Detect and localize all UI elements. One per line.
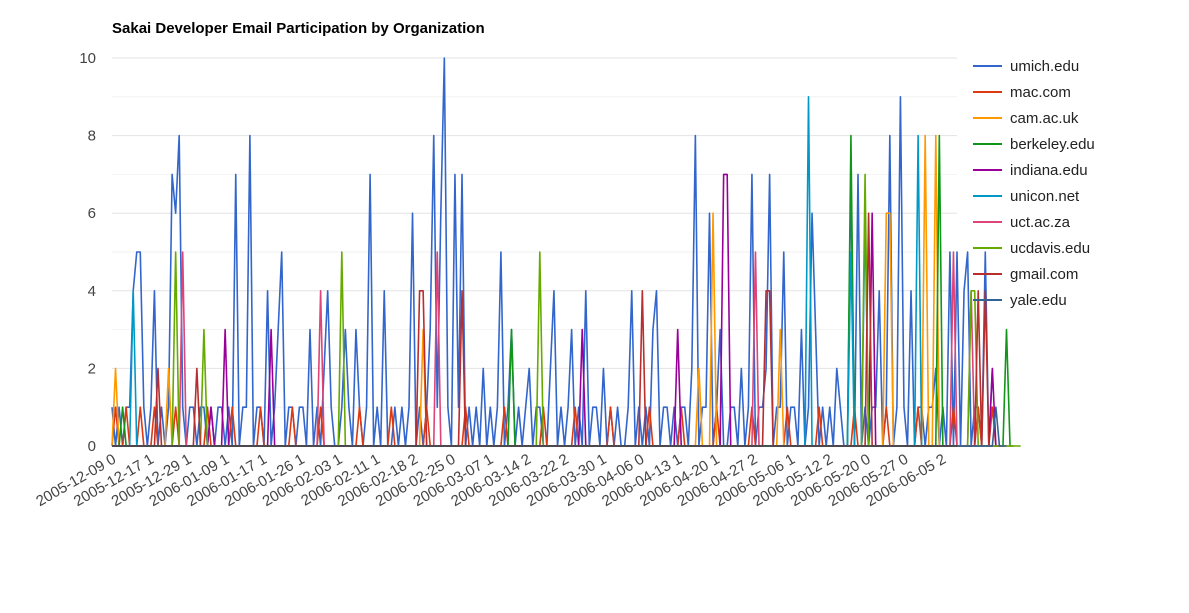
legend-item-berkeley-edu[interactable]: berkeley.edu — [973, 136, 1095, 153]
legend-label: unicon.net — [1010, 188, 1080, 205]
legend-item-unicon-net[interactable]: unicon.net — [973, 188, 1080, 205]
legend-item-ucdavis-edu[interactable]: ucdavis.edu — [973, 240, 1090, 257]
series-lines — [111, 57, 1021, 447]
y-tick-label: 0 — [88, 438, 96, 455]
y-tick-label: 6 — [88, 205, 96, 222]
legend-item-uct-ac-za[interactable]: uct.ac.za — [973, 214, 1071, 231]
y-tick-label: 8 — [88, 128, 96, 145]
legend-item-umich-edu[interactable]: umich.edu — [973, 58, 1079, 75]
chart-title: Sakai Developer Email Participation by O… — [112, 20, 485, 37]
legend-item-mac-com[interactable]: mac.com — [973, 84, 1071, 101]
legend-label: ucdavis.edu — [1010, 240, 1090, 257]
y-tick-label: 10 — [79, 50, 96, 67]
legend-label: yale.edu — [1010, 292, 1067, 309]
y-tick-label: 4 — [88, 283, 96, 300]
legend-item-indiana-edu[interactable]: indiana.edu — [973, 162, 1088, 179]
y-tick-label: 2 — [88, 360, 96, 377]
legend-label: umich.edu — [1010, 58, 1079, 75]
legend-item-cam-ac-uk[interactable]: cam.ac.uk — [973, 110, 1079, 127]
legend-label: mac.com — [1010, 84, 1071, 101]
legend-label: berkeley.edu — [1010, 136, 1095, 153]
legend[interactable]: umich.edu mac.com cam.ac.uk berkeley.edu ind… — [973, 58, 1095, 309]
legend-item-gmail-com[interactable]: gmail.com — [973, 266, 1078, 283]
legend-item-yale-edu[interactable]: yale.edu — [973, 292, 1067, 309]
legend-label: gmail.com — [1010, 266, 1078, 283]
y-axis-ticks: 0 2 4 6 8 10 — [79, 50, 96, 455]
legend-label: cam.ac.uk — [1010, 110, 1079, 127]
legend-label: uct.ac.za — [1010, 214, 1071, 231]
legend-label: indiana.edu — [1010, 162, 1088, 179]
